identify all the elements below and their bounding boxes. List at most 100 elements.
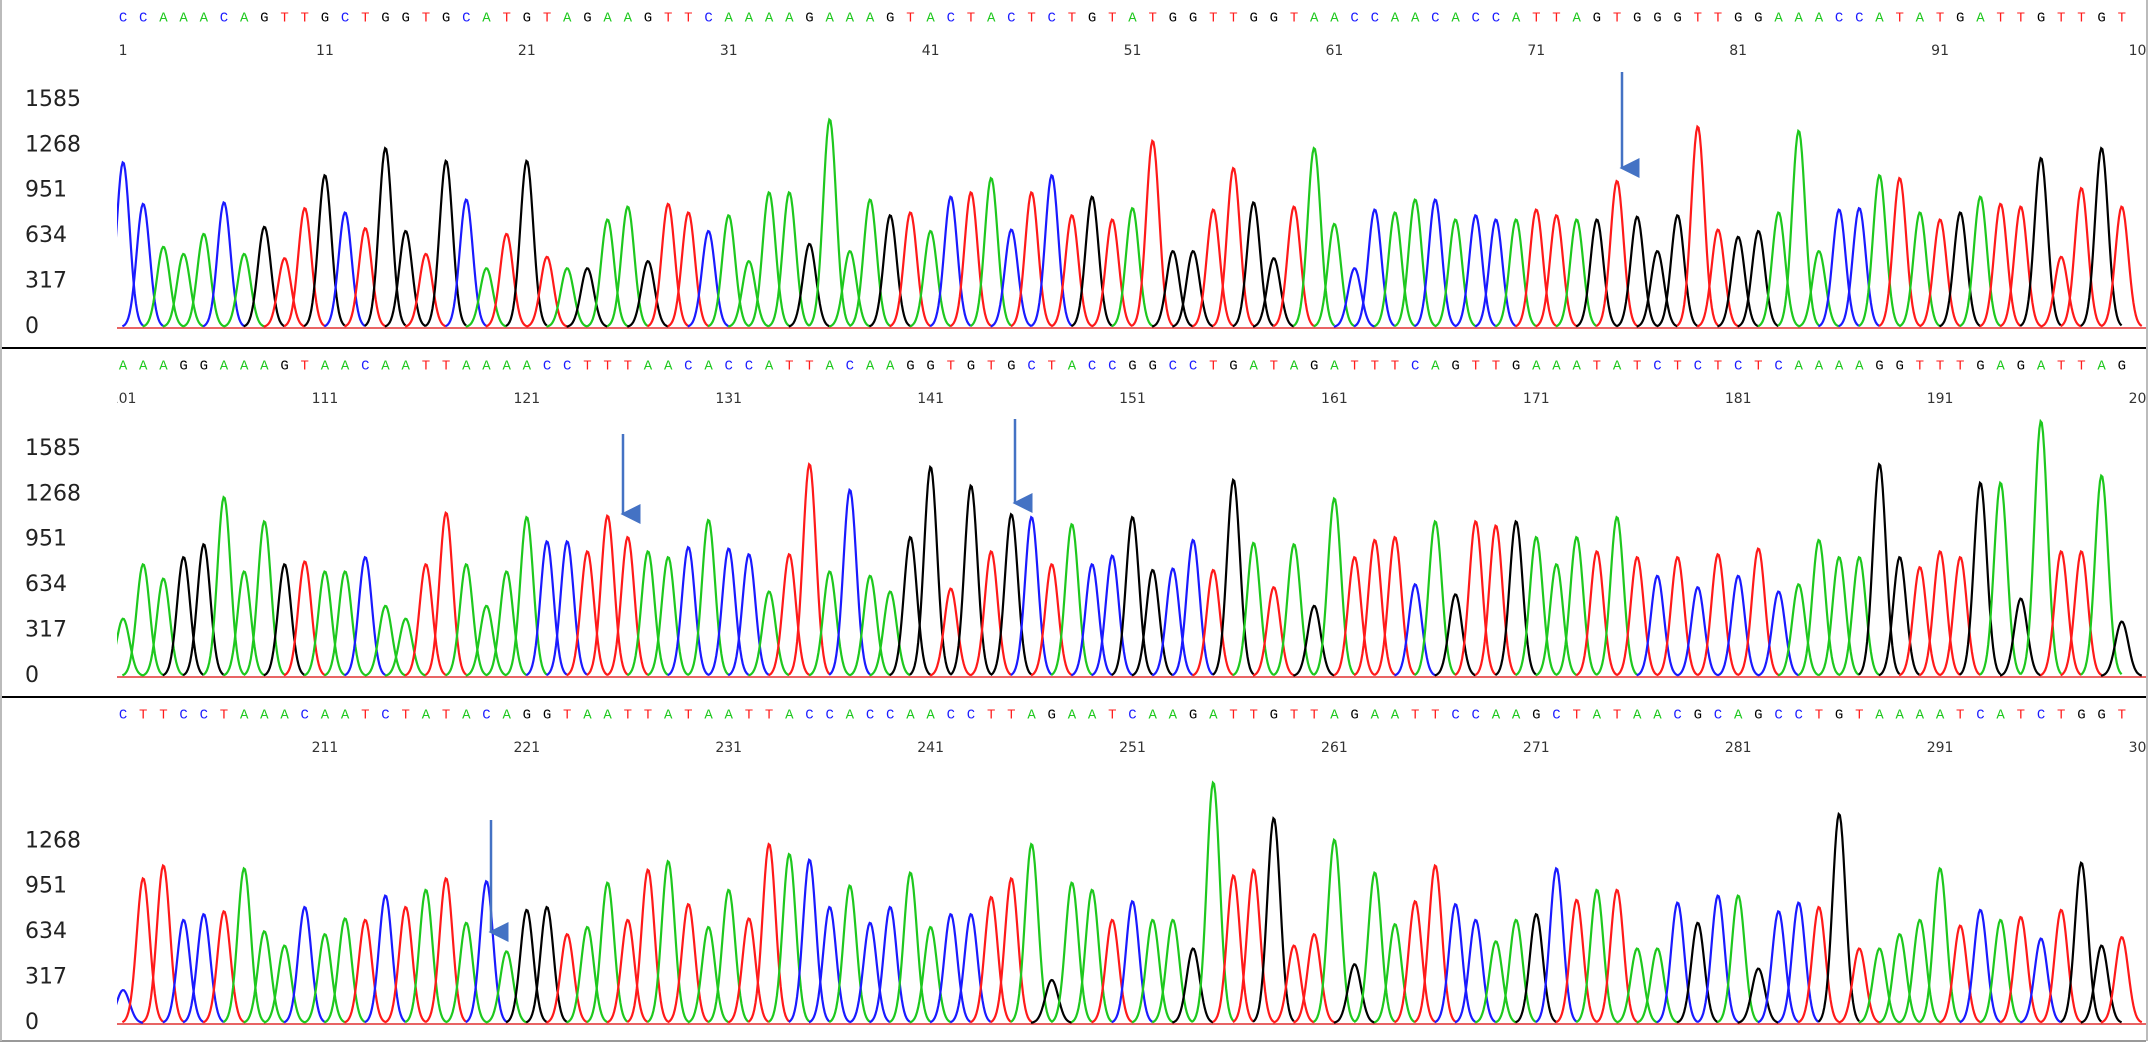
base-call: A — [381, 359, 390, 375]
base-call: A — [119, 359, 128, 375]
position-label: 301 — [2129, 740, 2156, 756]
base-call: A — [1795, 359, 1804, 375]
position-label: 101 — [2129, 43, 2156, 59]
trace-panel: 0 317 634 951 1268 211 221 231 241 251 261 271 281 29… — [25, 708, 2156, 1035]
trace-peak — [1959, 195, 2002, 328]
base-call: A — [603, 708, 612, 724]
base-call: A — [906, 708, 915, 724]
base-call: T — [1572, 708, 1580, 724]
base-call: G — [906, 359, 914, 375]
base-call: G — [1007, 359, 1015, 375]
trace-peak — [1050, 881, 1093, 1024]
base-call: G — [1835, 708, 1843, 724]
trace-peak — [1030, 562, 1073, 677]
base-call: T — [1391, 359, 1399, 375]
base-call: T — [1007, 708, 1015, 724]
y-tick-label: 1585 — [25, 87, 81, 112]
position-label: 61 — [1325, 43, 1343, 59]
base-call: T — [684, 708, 692, 724]
trace-peak — [1959, 908, 2001, 1024]
trace-peak — [1939, 555, 1981, 677]
base-call: T — [1956, 359, 1964, 375]
base-call: T — [2057, 708, 2065, 724]
base-call: T — [502, 11, 510, 27]
base-call: C — [361, 359, 369, 375]
base-call: T — [422, 11, 430, 27]
trace-peak — [2100, 620, 2143, 677]
trace-peak — [404, 562, 447, 677]
trace-peak — [606, 535, 649, 677]
base-call: T — [361, 11, 369, 27]
position-label: 221 — [513, 740, 540, 756]
trace-peak — [1111, 206, 1154, 328]
base-call: G — [1189, 708, 1197, 724]
base-call: T — [563, 708, 571, 724]
trace-peak — [788, 242, 830, 328]
trace-peak — [1515, 912, 1557, 1024]
base-call: A — [1653, 708, 1662, 724]
trace-peak — [1454, 213, 1497, 328]
trace-peak — [1636, 947, 1678, 1024]
position-label: 141 — [917, 391, 944, 407]
trace-peak — [445, 921, 487, 1024]
trace-peak — [646, 202, 689, 328]
trace-peak — [1212, 166, 1255, 327]
trace-peak — [1676, 921, 1719, 1024]
base-call: C — [1694, 359, 1702, 375]
base-call: A — [341, 359, 350, 375]
trace-peak — [1070, 888, 1113, 1024]
position-label: 11 — [316, 43, 334, 59]
trace-peak — [1494, 519, 1537, 677]
base-call: C — [1774, 708, 1782, 724]
trace-peak — [1878, 555, 1921, 677]
base-call: A — [2097, 359, 2106, 375]
y-tick-label: 0 — [25, 1010, 39, 1035]
trace-peak — [1595, 179, 1638, 328]
base-call: C — [866, 708, 874, 724]
base-call: T — [1108, 11, 1116, 27]
trace-peak — [485, 232, 528, 328]
base-call: A — [462, 359, 471, 375]
base-call: C — [543, 359, 551, 375]
base-call: A — [1128, 11, 1137, 27]
trace-peak — [1838, 947, 1880, 1024]
trace-peak — [990, 228, 1032, 328]
trace-peak — [485, 950, 528, 1024]
base-call: C — [1835, 11, 1843, 27]
trace-peak — [1232, 200, 1275, 328]
trace-peak — [1696, 552, 1739, 677]
trace-peak — [1535, 562, 1578, 677]
base-call: A — [1633, 708, 1642, 724]
position-label: 121 — [513, 391, 540, 407]
position-label: 51 — [1124, 43, 1142, 59]
trace-peak — [586, 218, 629, 328]
base-call: C — [462, 11, 470, 27]
base-call: C — [1108, 359, 1116, 375]
base-call: C — [1653, 359, 1661, 375]
base-call: A — [1451, 11, 1460, 27]
base-call: C — [1007, 11, 1015, 27]
trace-peak — [1131, 568, 1174, 677]
trace-peak — [2060, 186, 2103, 328]
base-call: G — [1754, 11, 1762, 27]
trace-peak — [1353, 208, 1396, 328]
base-call: T — [967, 11, 975, 27]
base-call: T — [2118, 708, 2126, 724]
position-label: 31 — [720, 43, 738, 59]
trace-peak — [121, 562, 164, 677]
trace-peak — [1111, 899, 1154, 1024]
base-call: G — [1593, 11, 1601, 27]
trace-peak — [1858, 173, 1901, 328]
base-call: A — [1391, 708, 1400, 724]
base-call: A — [664, 708, 673, 724]
position-label: 251 — [1119, 740, 1146, 756]
base-call: G — [523, 708, 531, 724]
base-call: C — [1169, 359, 1177, 375]
base-call: A — [422, 708, 431, 724]
trace-peak — [283, 560, 326, 677]
trace-peak — [1939, 211, 1981, 328]
base-call: G — [583, 11, 591, 27]
base-call: A — [624, 11, 633, 27]
base-call: A — [866, 11, 875, 27]
